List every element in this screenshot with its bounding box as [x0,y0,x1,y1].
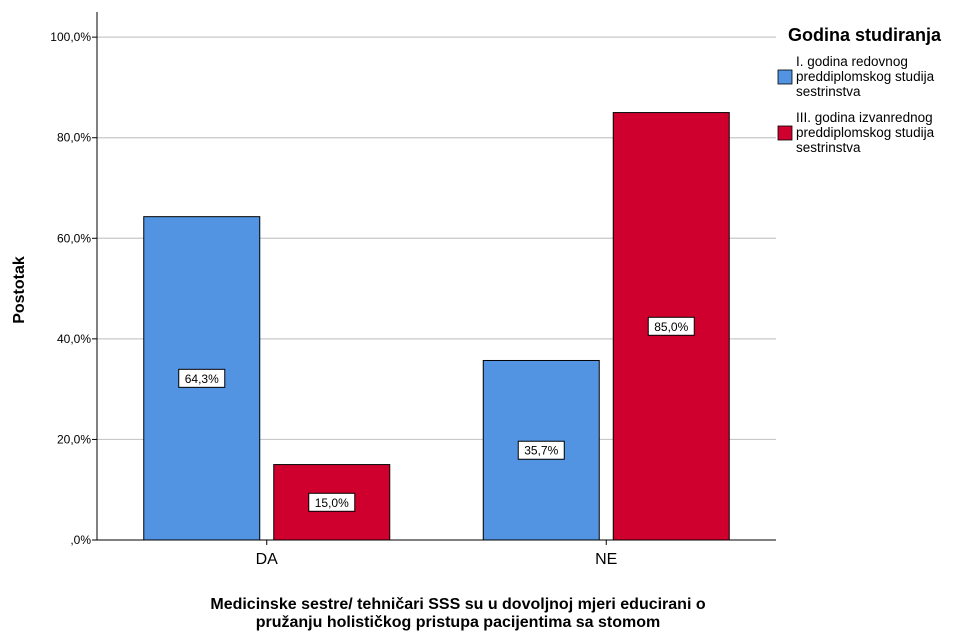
y-tick-label: 100,0% [50,30,91,44]
data-label: 15,0% [315,496,349,510]
y-tick-label: 80,0% [57,131,91,145]
y-tick-label: 40,0% [57,332,91,346]
legend-label: III. godina izvanrednog [796,110,933,125]
legend-label: sestrinstva [796,84,861,99]
bars [143,112,730,541]
tick-labels: ,0% 20,0% 40,0% 60,0% 80,0% 100,0% DA NE [50,30,617,568]
legend-label: preddiplomskog studija [796,125,935,140]
data-label: 64,3% [185,372,219,386]
data-label: 85,0% [654,320,688,334]
legend-label: sestrinstva [796,140,861,155]
legend-title: Godina studiranja [788,25,942,45]
data-label-box [647,316,695,336]
legend: Godina studiranja I. godina redovnogpred… [777,25,942,155]
data-label-box [308,492,356,512]
y-tick-label: ,0% [70,533,91,547]
data-labels: 64,3% 15,0% 35,7% 85,0% [178,316,695,512]
x-tick-label: NE [595,551,617,568]
y-tick-label: 20,0% [57,432,91,446]
data-label: 35,7% [524,444,558,458]
y-axis-title: Postotak [11,256,28,324]
legend-swatch [777,69,793,85]
x-axis-title-line-2: pružanju holističkog pristupa pacijentim… [256,614,661,631]
legend-label: preddiplomskog studija [796,69,935,84]
x-tick-label: DA [256,551,279,568]
x-axis-title-line-1: Medicinske sestre/ tehničari SSS su u do… [210,596,705,613]
axes [96,12,776,541]
y-tick-label: 60,0% [57,231,91,245]
data-label-box [178,368,226,388]
legend-label: I. godina redovnog [796,54,908,69]
data-label-box [517,440,565,460]
legend-swatch [777,125,793,141]
